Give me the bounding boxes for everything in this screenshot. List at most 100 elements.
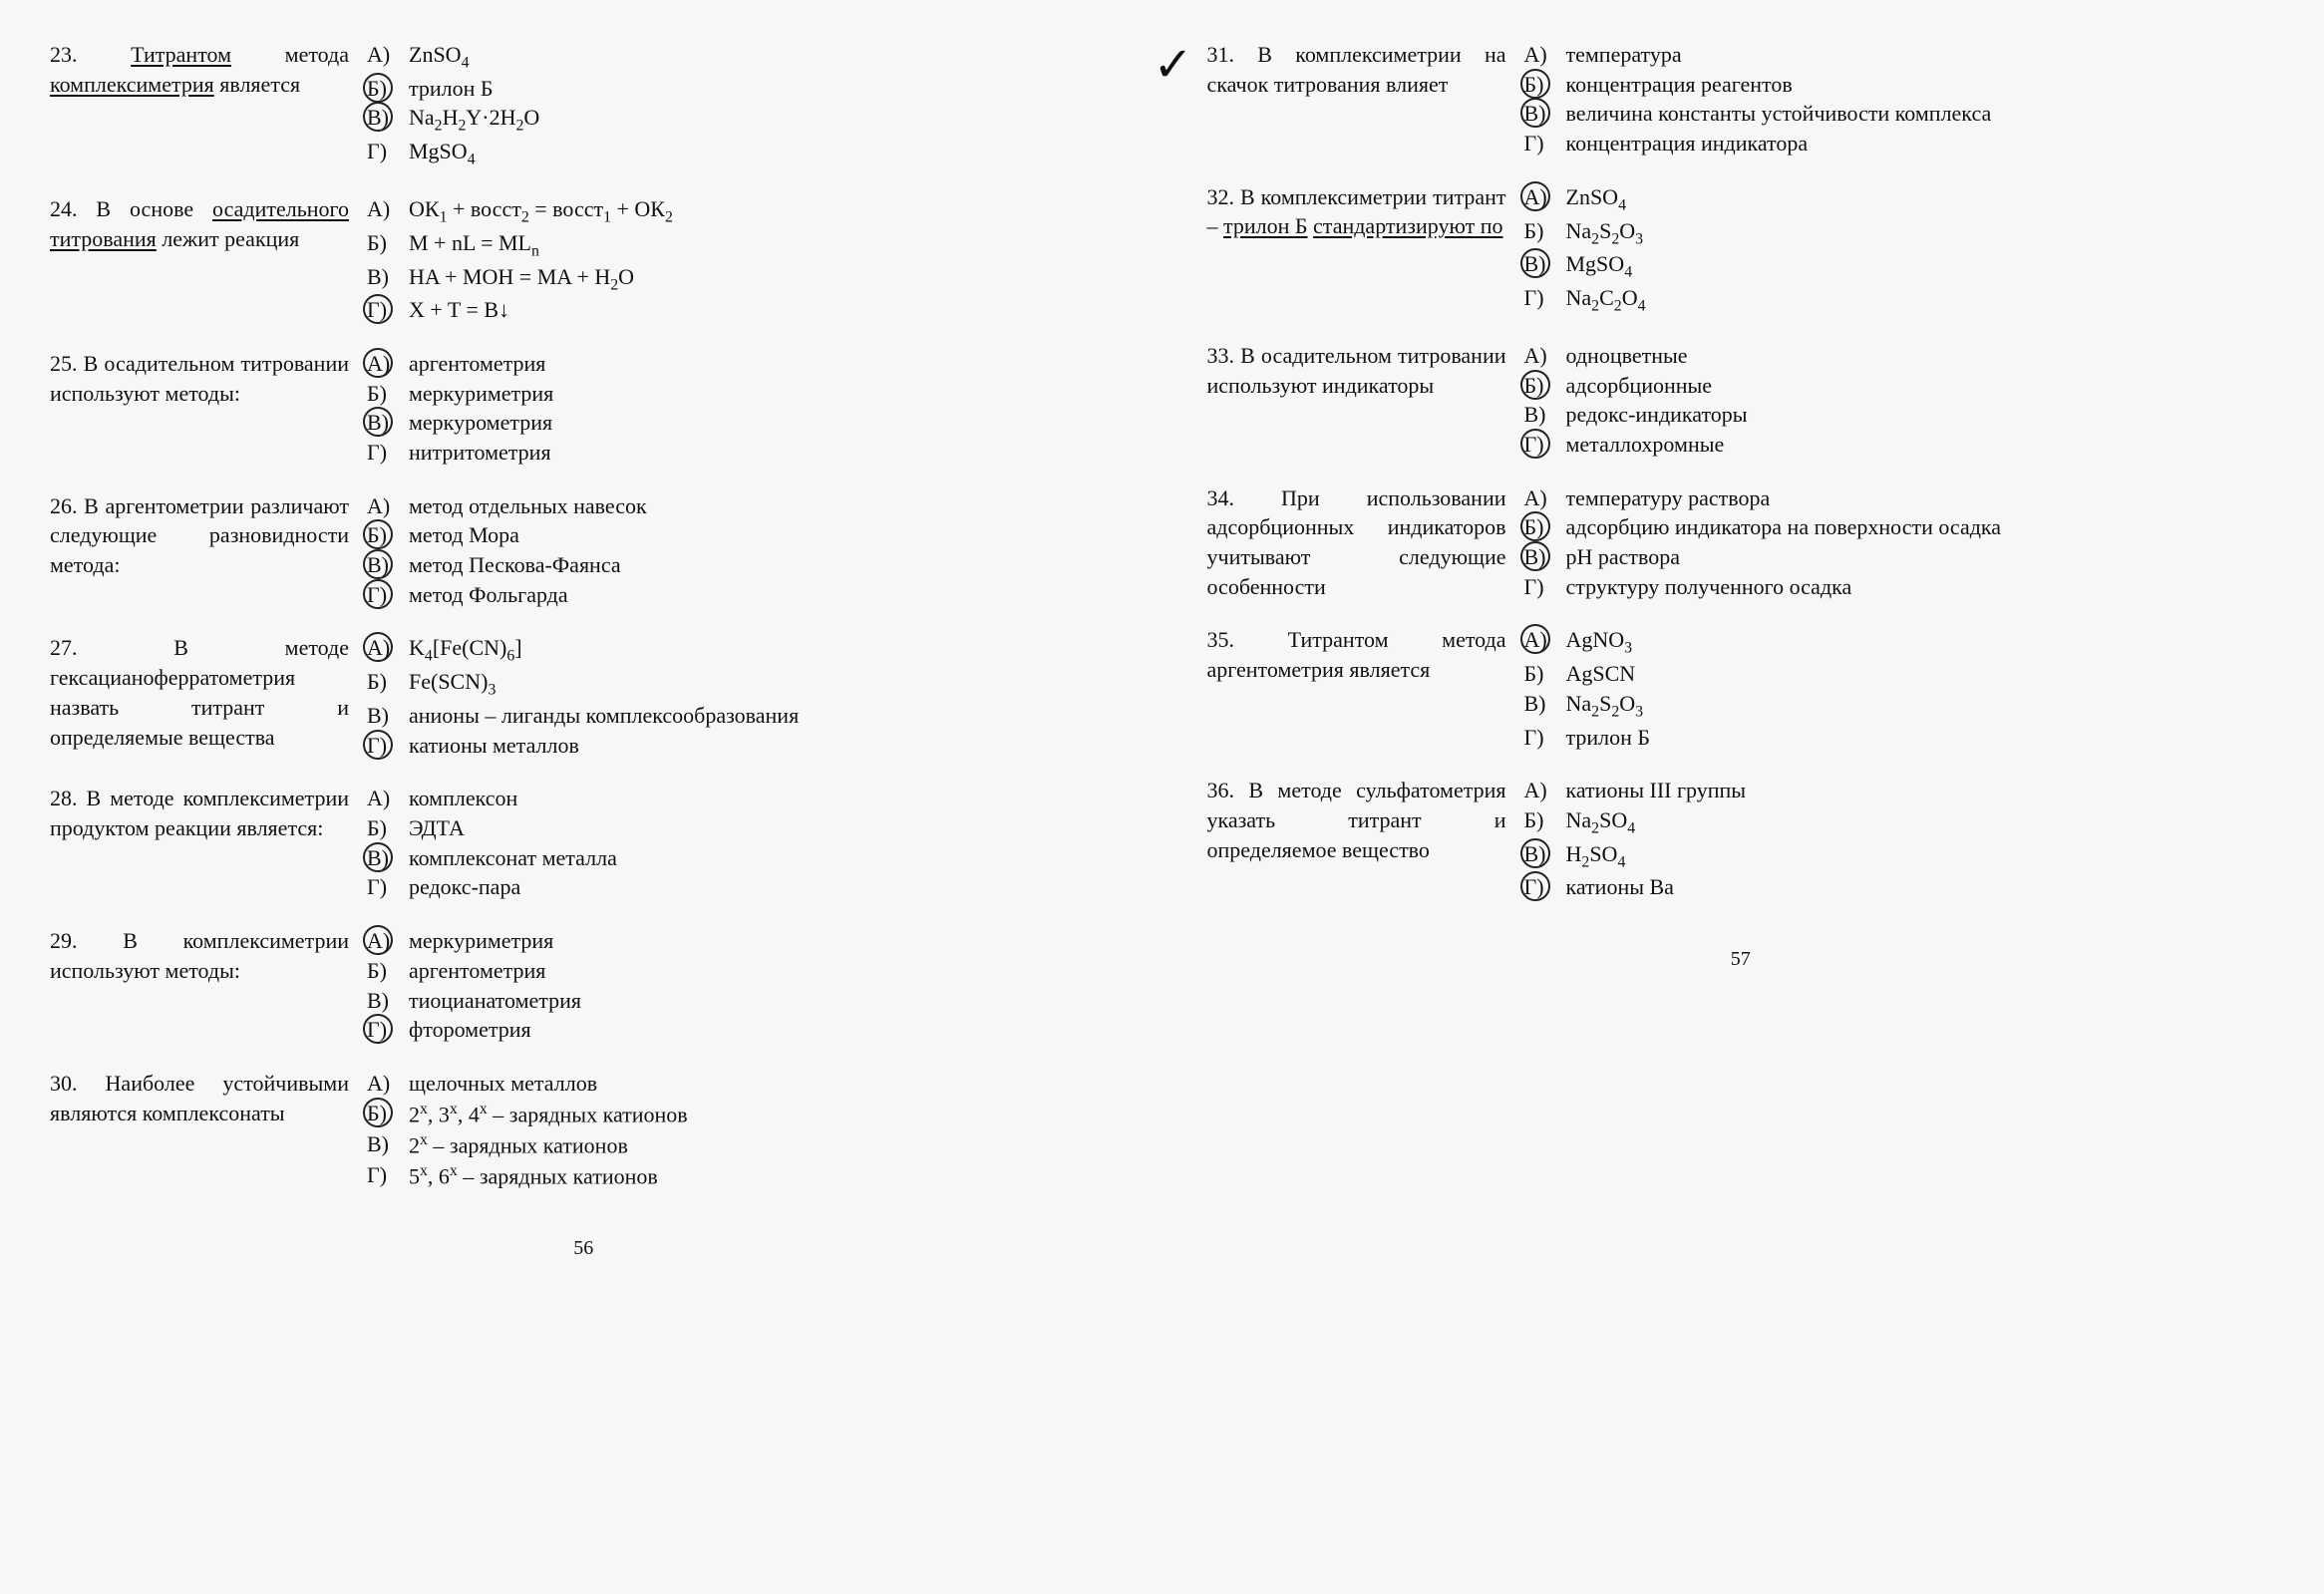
- option: В)MgSO4: [1524, 249, 2275, 283]
- option-letter: В): [367, 701, 399, 731]
- option-letter: В): [367, 103, 399, 133]
- option-letter: А): [367, 40, 399, 70]
- option-text: структуру полученного осадка: [1566, 572, 1852, 602]
- option-text: метод отдельных навесок: [409, 491, 647, 521]
- question: ✓31. В комплексиметрии на скачок титрова…: [1207, 40, 2275, 159]
- option-letter: Б): [1524, 216, 1556, 246]
- option-letter: Г): [367, 295, 399, 325]
- question-options: А)катионы III группыБ)Na2SO4В)H2SO4Г)кат…: [1524, 776, 2275, 902]
- option-text: металлохромные: [1566, 430, 1725, 460]
- option: В) метод Пескова-Фаянса: [367, 550, 1118, 580]
- question: 35. Титрантом метода аргентометрия являе…: [1207, 625, 2275, 752]
- option: Г)трилон Б: [1524, 723, 2275, 753]
- option: Б)адсорбционные: [1524, 371, 2275, 401]
- question-options: А)температураБ)концентрация реагентовВ)в…: [1524, 40, 2275, 159]
- page-right: ✓31. В комплексиметрии на скачок титрова…: [1207, 40, 2275, 1262]
- option: В) H2SO4: [1524, 839, 2275, 873]
- checkmark-icon: ✓: [1154, 34, 1193, 99]
- option-text: HA + MOH = MA + H2O: [409, 262, 634, 296]
- option-text: щелочных металлов: [409, 1069, 597, 1099]
- option-text: pH раствора: [1566, 542, 1681, 572]
- question-stem: 24. В основе осадительного титрования ле…: [50, 194, 349, 325]
- option: Б)AgSCN: [1524, 659, 2275, 689]
- question-stem: 29. В комплексиметрии используют методы:: [50, 926, 349, 1045]
- option-text: комплексон: [409, 784, 517, 813]
- question-options: А)температуру раствораБ)адсорбцию индика…: [1524, 483, 2275, 602]
- option-letter: Г): [367, 731, 399, 761]
- question: 34. При использовании адсорбционных инди…: [1207, 483, 2275, 602]
- option-letter: В): [367, 550, 399, 580]
- option-letter: Г): [367, 1160, 399, 1190]
- question-stem: 36. В методе сульфатометрия указать титр…: [1207, 776, 1506, 902]
- option: А)катионы III группы: [1524, 776, 2275, 805]
- option-text: Na2H2Y·2H2O: [409, 103, 539, 137]
- option-text: M + nL = MLn: [409, 228, 539, 262]
- option-text: H2SO4: [1566, 839, 1626, 873]
- option-text: катионы Ba: [1566, 872, 1674, 902]
- option: В)2х – зарядных катионов: [367, 1129, 1118, 1160]
- option-letter: В): [367, 843, 399, 873]
- question-stem: 31. В комплексиметрии на скачок титрован…: [1207, 40, 1506, 159]
- question: 33. В осадительном титровании используют…: [1207, 341, 2275, 460]
- option-text: концентрация индикатора: [1566, 129, 1809, 159]
- question: 32. В комплексиметрии титрант – трилон Б…: [1207, 182, 2275, 317]
- option-text: комплексонат металла: [409, 843, 617, 873]
- option: Г) 5х, 6х – зарядных катионов: [367, 1160, 1118, 1191]
- question-options: А)ZnSO4Б)трилон БВ)Na2H2Y·2H2OГ)MgSO4: [367, 40, 1118, 170]
- option-text: AgNO3: [1566, 625, 1633, 659]
- option: Б)M + nL = MLn: [367, 228, 1118, 262]
- option: В)тиоцианатометрия: [367, 986, 1118, 1016]
- option: Г)MgSO4: [367, 137, 1118, 170]
- option: А) комплексон: [367, 784, 1118, 813]
- option-letter: В): [1524, 400, 1556, 430]
- option-text: температуру раствора: [1566, 483, 1771, 513]
- option: В) комплексонат металла: [367, 843, 1118, 873]
- option-letter: А): [367, 349, 399, 379]
- option-text: ЭДТА: [409, 813, 465, 843]
- option-letter: Г): [367, 1015, 399, 1045]
- option-text: тиоцианатометрия: [409, 986, 581, 1016]
- option-text: MgSO4: [1566, 249, 1633, 283]
- question-stem: 32. В комплексиметрии титрант – трилон Б…: [1207, 182, 1506, 317]
- option-text: меркуриметрия: [409, 379, 553, 409]
- question-stem: 35. Титрантом метода аргентометрия являе…: [1207, 625, 1506, 752]
- option-text: метод Пескова-Фаянса: [409, 550, 621, 580]
- option-letter: Б): [1524, 659, 1556, 689]
- option-text: ZnSO4: [1566, 182, 1626, 216]
- question: 26. В аргентометрии различают следующие …: [50, 491, 1118, 610]
- option-text: ОК1 + восст2 = восст1 + ОК2: [409, 194, 673, 228]
- option-text: температура: [1566, 40, 1682, 70]
- option: Г)редокс-пара: [367, 872, 1118, 902]
- option-letter: А): [1524, 776, 1556, 805]
- option: Г)катионы металлов: [367, 731, 1118, 761]
- option-text: одноцветные: [1566, 341, 1688, 371]
- option-letter: Г): [1524, 723, 1556, 753]
- option-text: Fe(SCN)3: [409, 667, 496, 701]
- page-number: 56: [50, 1235, 1118, 1262]
- question-options: А)K4[Fe(CN)6]Б)Fe(SCN)3В)анионы – лиганд…: [367, 633, 1118, 760]
- option: А)одноцветные: [1524, 341, 2275, 371]
- question: 25. В осадительном титровании используют…: [50, 349, 1118, 468]
- question: 36. В методе сульфатометрия указать титр…: [1207, 776, 2275, 902]
- option-letter: Б): [367, 520, 399, 550]
- question: 27. В методе гексацианоферратометрия наз…: [50, 633, 1118, 760]
- option: Б)адсорбцию индикатора на поверхности ос…: [1524, 512, 2275, 542]
- option: В)величина константы устойчивости компле…: [1524, 99, 2275, 129]
- option-letter: Г): [1524, 129, 1556, 159]
- option-text: 5х, 6х – зарядных катионов: [409, 1160, 658, 1191]
- question-stem: 23. Титрантом метода комплексиметрия явл…: [50, 40, 349, 170]
- option-letter: Б): [367, 74, 399, 104]
- option: В)Na2S2O3: [1524, 689, 2275, 723]
- page-spread: 23. Титрантом метода комплексиметрия явл…: [50, 40, 2274, 1262]
- option: Г)фторометрия: [367, 1015, 1118, 1045]
- option-text: концентрация реагентов: [1566, 70, 1793, 100]
- question-options: А)комплексонБ)ЭДТАВ)комплексонат металла…: [367, 784, 1118, 902]
- option-text: адсорбцию индикатора на поверхности осад…: [1566, 512, 2002, 542]
- option: Г)структуру полученного осадка: [1524, 572, 2275, 602]
- option: А)ZnSO4: [367, 40, 1118, 74]
- option-letter: В): [1524, 839, 1556, 869]
- option: В)меркурометрия: [367, 408, 1118, 438]
- question: 23. Титрантом метода комплексиметрия явл…: [50, 40, 1118, 170]
- question-options: А)AgNO3Б)AgSCNВ)Na2S2O3Г)трилон Б: [1524, 625, 2275, 752]
- option-letter: А): [367, 784, 399, 813]
